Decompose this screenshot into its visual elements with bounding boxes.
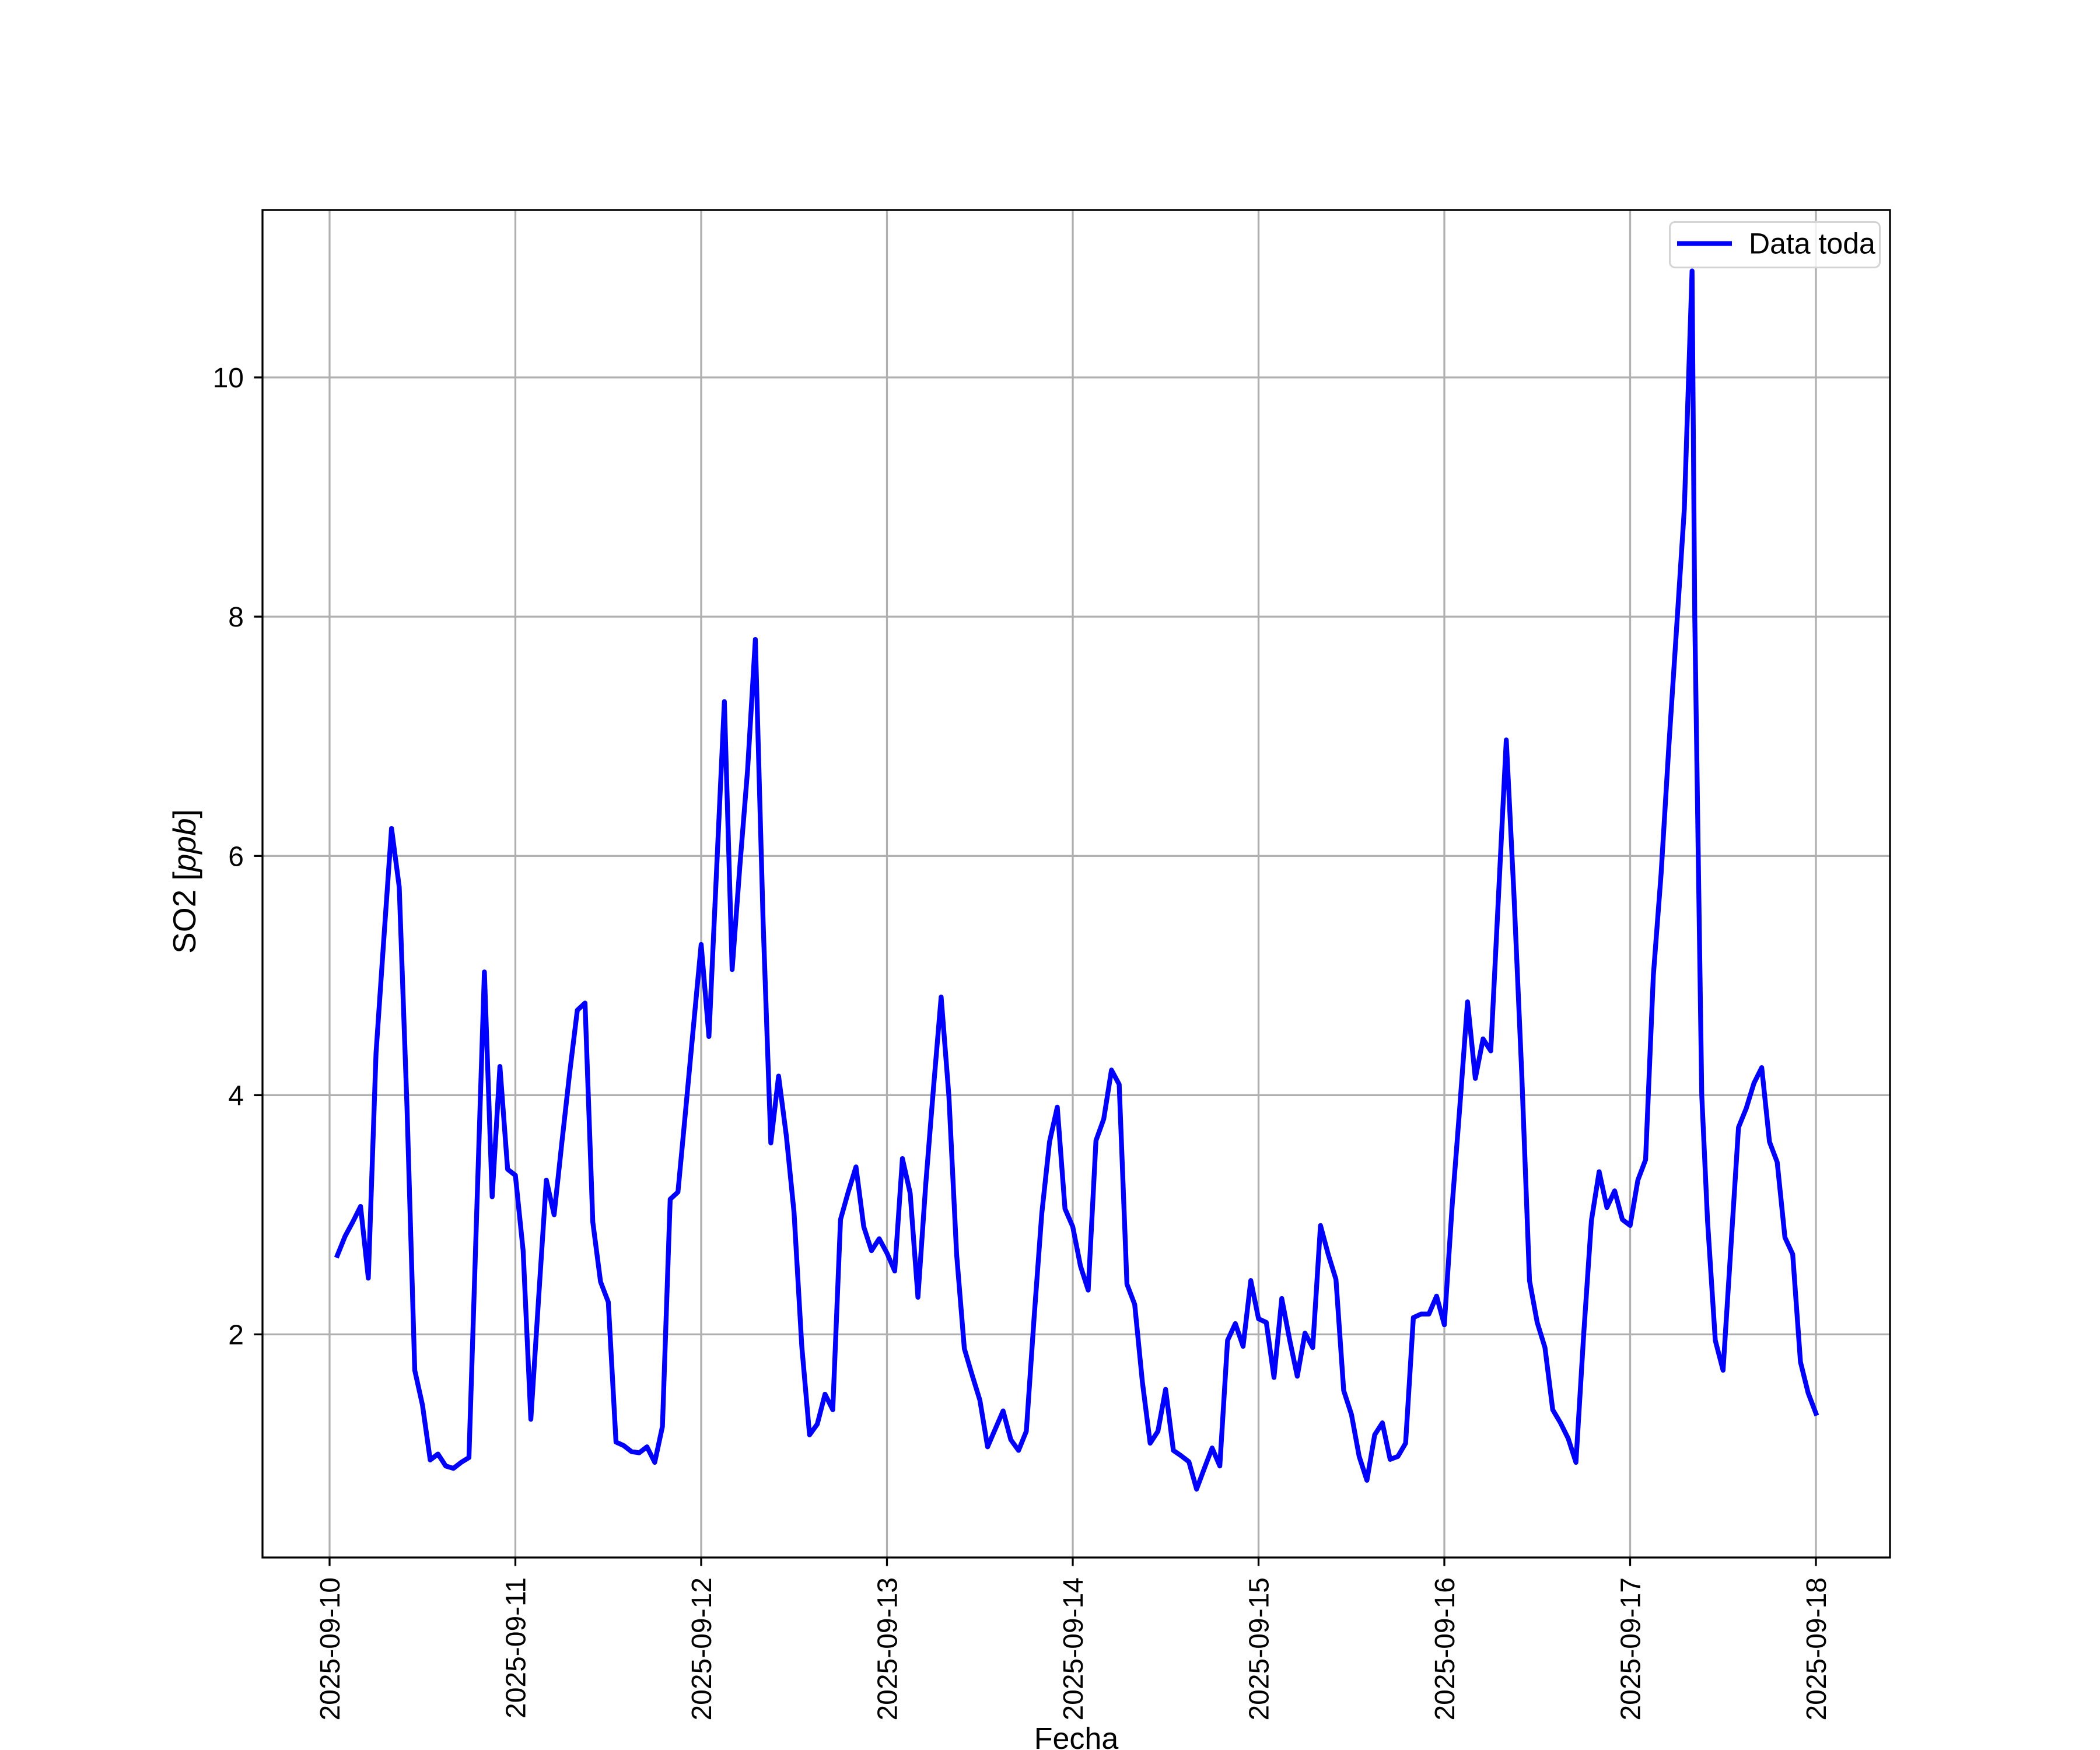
svg-text:Data toda: Data toda: [1749, 228, 1875, 260]
svg-text:10: 10: [213, 363, 244, 394]
svg-text:2025-09-10: 2025-09-10: [315, 1577, 346, 1721]
svg-text:2: 2: [228, 1320, 244, 1351]
svg-text:2025-09-14: 2025-09-14: [1058, 1577, 1089, 1721]
svg-text:2025-09-17: 2025-09-17: [1616, 1577, 1647, 1721]
svg-text:8: 8: [228, 602, 244, 633]
svg-text:6: 6: [228, 841, 244, 872]
svg-text:2025-09-18: 2025-09-18: [1801, 1577, 1832, 1721]
svg-text:2025-09-15: 2025-09-15: [1244, 1577, 1275, 1721]
svg-text:Fecha: Fecha: [1034, 1722, 1119, 1750]
svg-text:2025-09-11: 2025-09-11: [501, 1577, 532, 1718]
svg-text:4: 4: [228, 1080, 244, 1111]
svg-text:2025-09-13: 2025-09-13: [873, 1577, 904, 1721]
svg-text:SO2 [ppb]: SO2 [ppb]: [166, 809, 202, 954]
svg-text:2025-09-16: 2025-09-16: [1430, 1577, 1461, 1721]
svg-text:2025-09-12: 2025-09-12: [687, 1577, 718, 1721]
